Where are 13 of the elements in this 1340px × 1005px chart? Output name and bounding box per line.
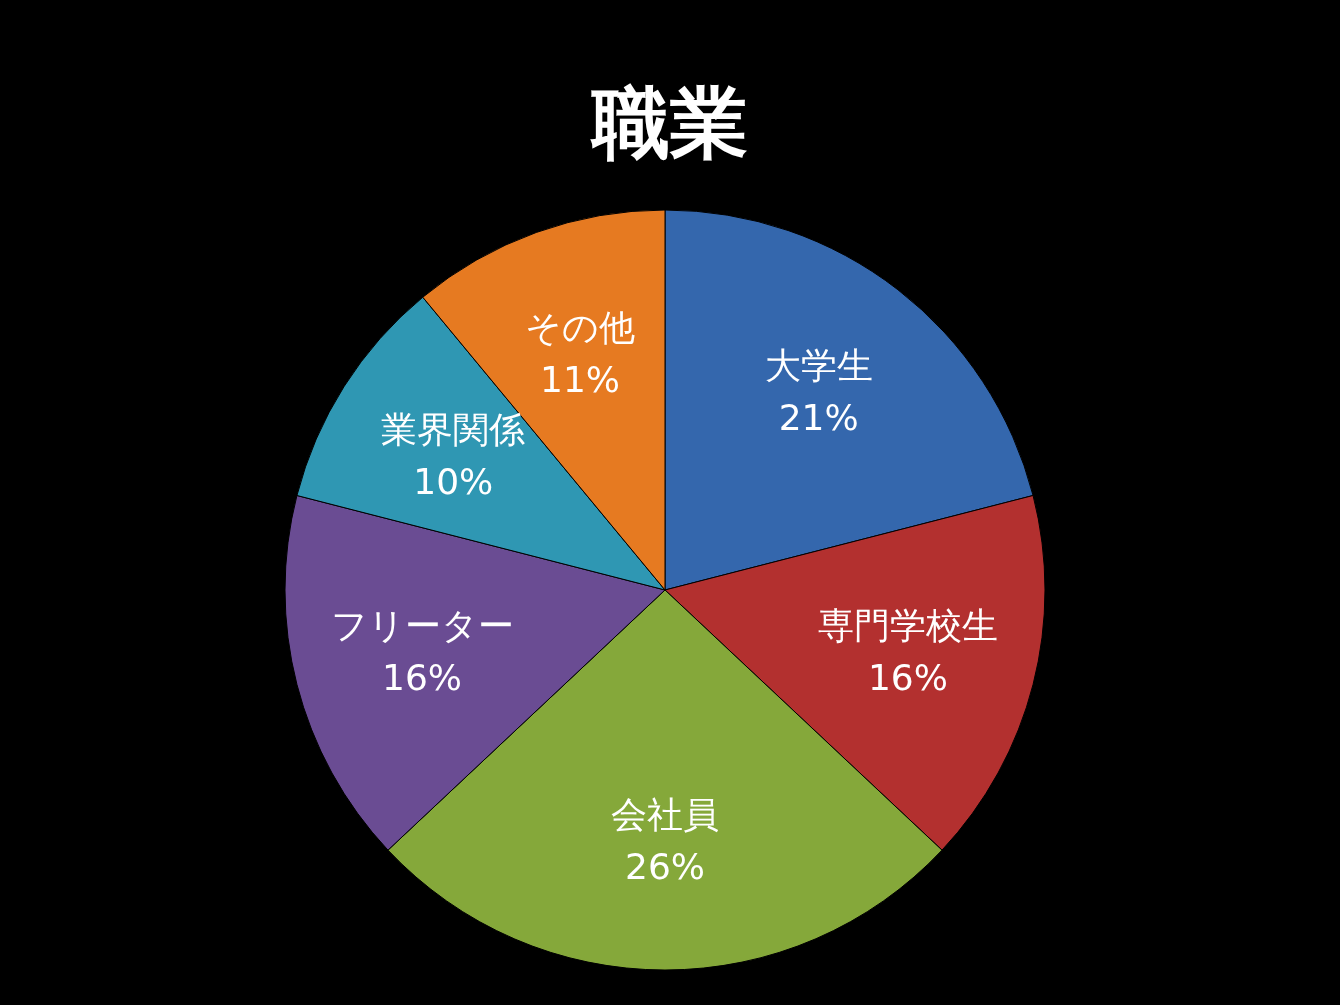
slice-label: 大学生 (764, 344, 873, 386)
data-label: 21% (778, 396, 859, 438)
slice-label: 専門学校生 (817, 605, 998, 647)
data-label: 16% (382, 657, 463, 699)
slice-label: その他 (525, 307, 636, 349)
chart-title: 職業 (590, 78, 748, 168)
slice-label: 業界関係 (381, 408, 526, 450)
slice-label: 会社員 (611, 793, 719, 835)
data-label: 10% (413, 460, 494, 502)
data-label: 11% (540, 359, 621, 401)
data-label: 26% (624, 845, 706, 887)
slice-label: フリーター (330, 605, 514, 647)
data-label: 16% (867, 657, 948, 699)
